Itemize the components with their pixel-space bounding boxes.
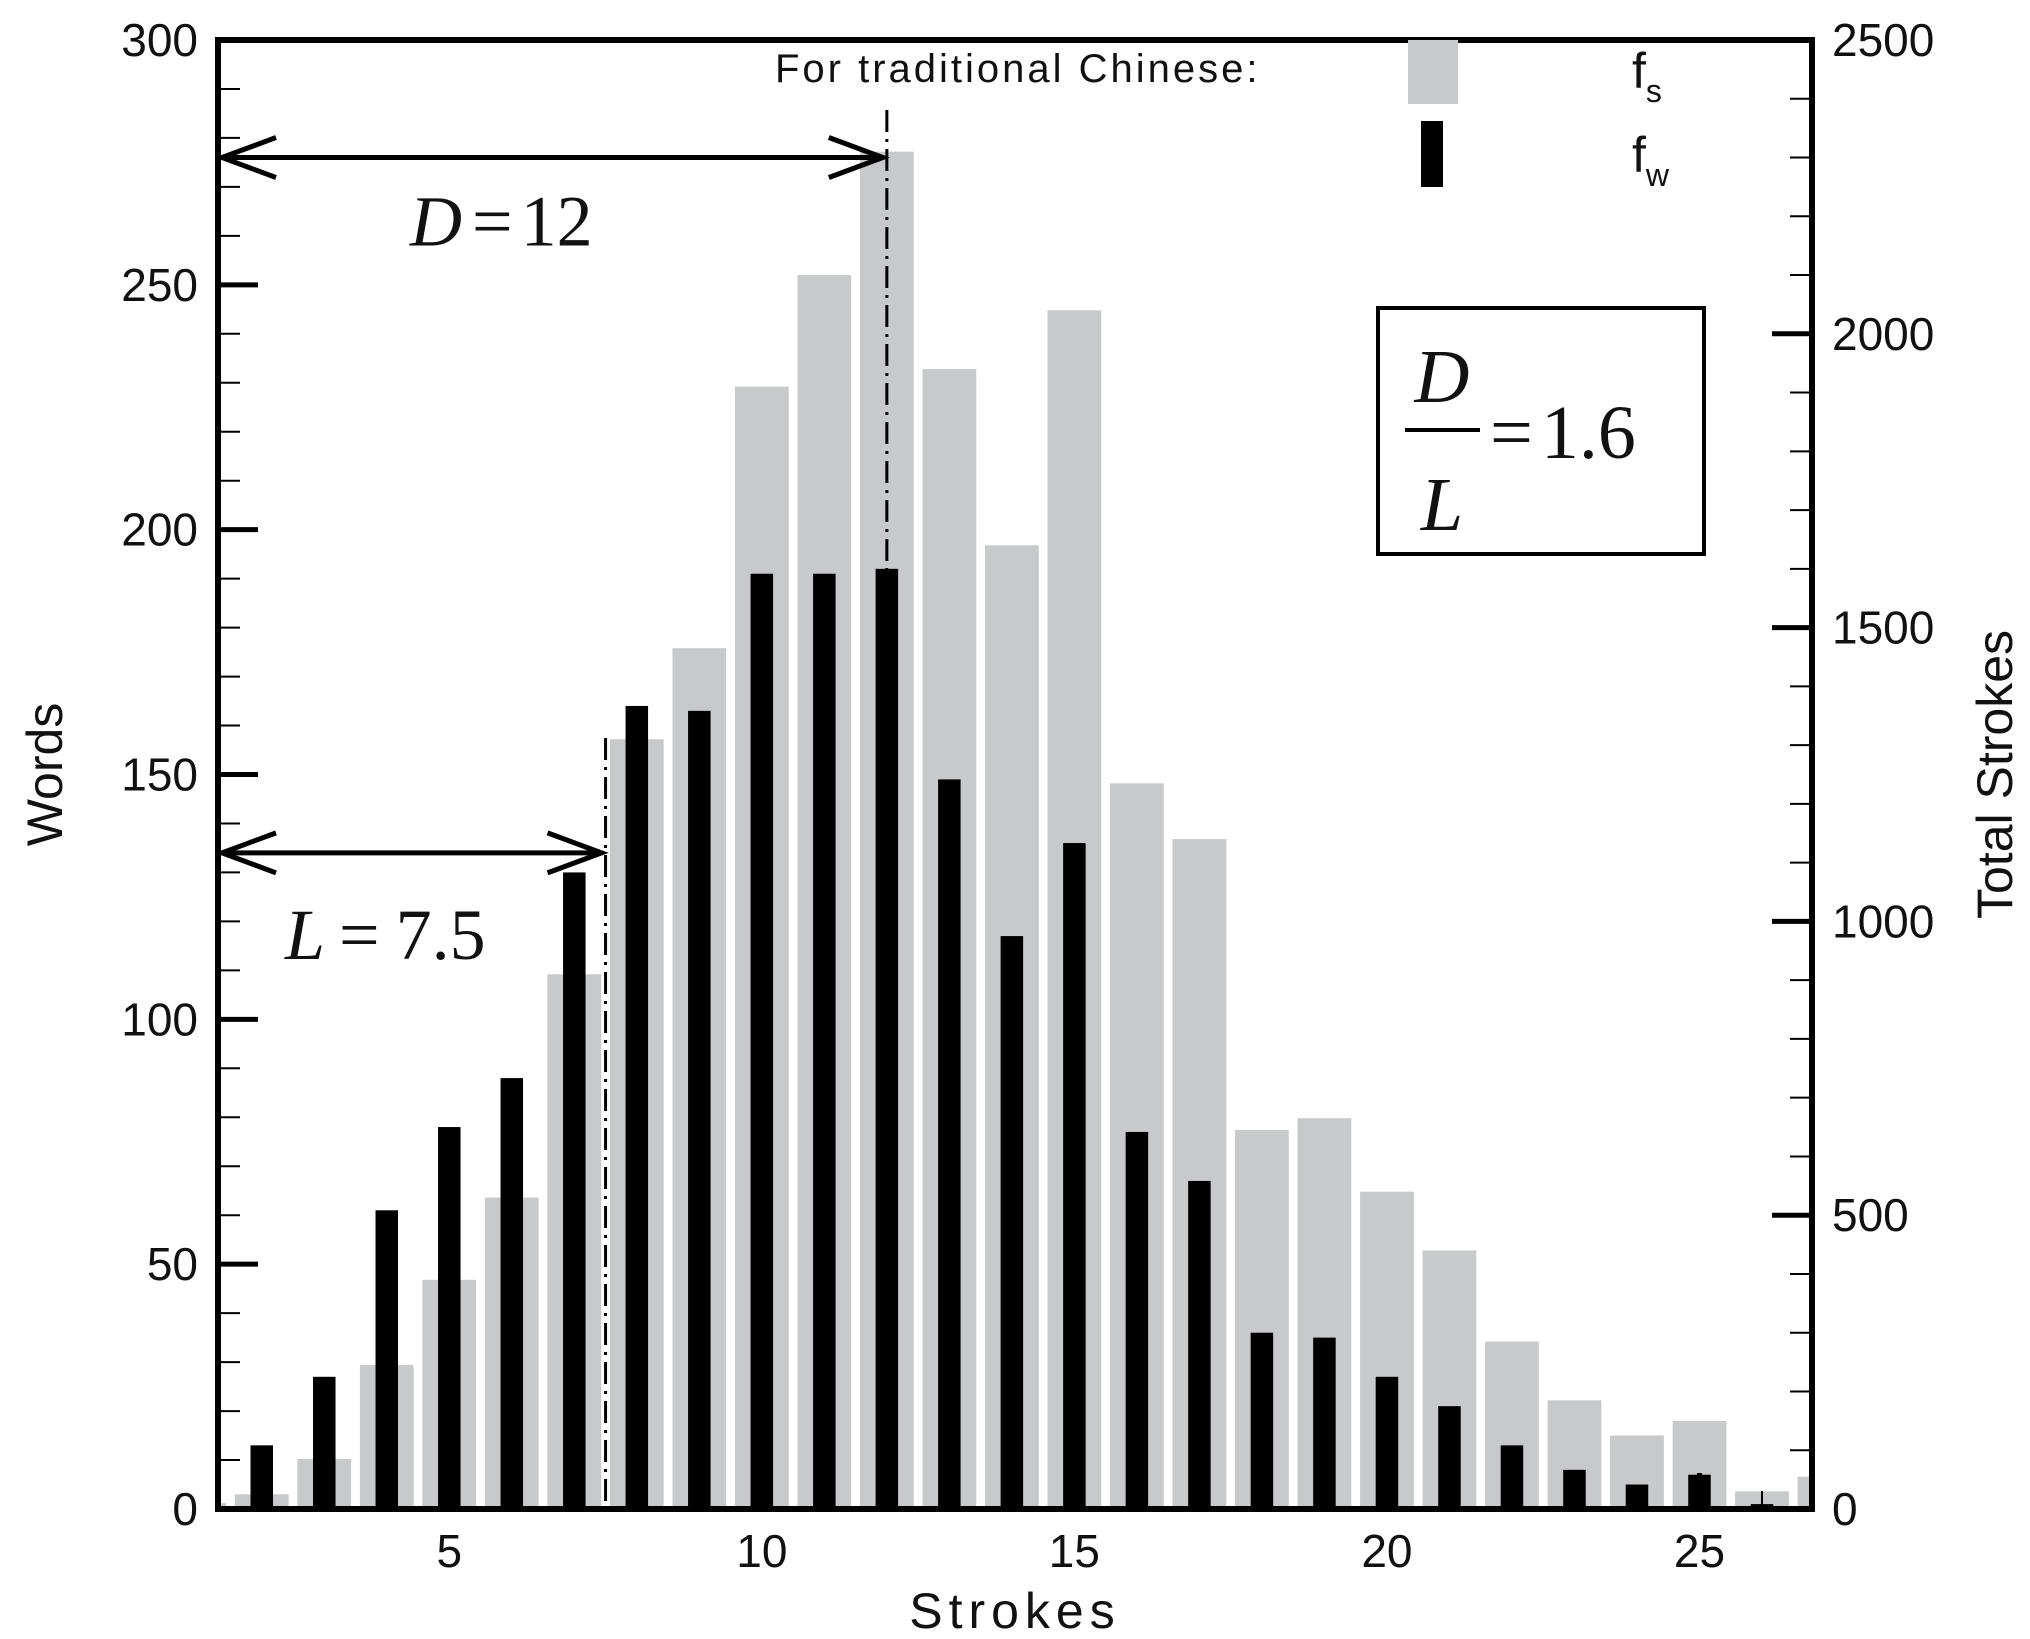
fw-bar xyxy=(250,1445,274,1509)
fw-bar xyxy=(1313,1337,1336,1509)
left-tick-label: 50 xyxy=(147,1238,198,1290)
fw-bar xyxy=(813,573,836,1509)
arrow-head-left xyxy=(214,135,277,180)
arrow-head-right xyxy=(827,135,891,180)
fw-bar xyxy=(938,779,961,1509)
fw-bar xyxy=(1563,1469,1586,1509)
arrow-head-left xyxy=(214,830,277,876)
fw-bar xyxy=(1000,936,1024,1509)
left-tick-label: 250 xyxy=(121,259,198,311)
fw-bar xyxy=(1188,1180,1211,1509)
right-tick-label: 1500 xyxy=(1832,602,1934,654)
right-tick-label: 0 xyxy=(1832,1483,1858,1535)
fw-bar xyxy=(375,1210,399,1509)
fw-bar xyxy=(438,1127,461,1509)
l-arrow xyxy=(214,830,609,876)
fs-bar xyxy=(1797,1476,1812,1509)
fw-bar xyxy=(1438,1406,1461,1509)
ratio-frame xyxy=(1376,306,1706,556)
arrow-head-right xyxy=(546,830,609,876)
fw-bar xyxy=(688,710,711,1509)
bottom-tick-label: 10 xyxy=(736,1525,787,1577)
fw-bar xyxy=(1375,1376,1399,1509)
left-tick-label: 100 xyxy=(121,993,198,1045)
ratio-value: 1.6 xyxy=(1541,391,1636,475)
left-tick-label: 150 xyxy=(121,749,198,801)
left-tick-label: 300 xyxy=(121,14,198,66)
legend-fw-label-sub: w xyxy=(1645,157,1670,193)
left-axis-ticks: 0 50 100 150 200 250 300 xyxy=(121,14,258,1535)
legend-fw-swatch xyxy=(1421,121,1443,187)
fw-bars xyxy=(250,568,1774,1509)
l-label-var: L xyxy=(284,895,325,975)
legend-fw-label: fw xyxy=(1632,127,1670,193)
d-arrow xyxy=(214,135,891,180)
d-label-value: 12 xyxy=(521,182,593,262)
fw-bar xyxy=(1063,843,1086,1509)
left-y-axis-label: Words xyxy=(17,703,73,847)
d-label-eq: = xyxy=(472,182,513,262)
x-axis-label: Strokes xyxy=(909,1583,1121,1639)
l-label: L = 7.5 xyxy=(284,895,486,975)
bottom-tick-label: 25 xyxy=(1674,1525,1725,1577)
right-tick-label: 2000 xyxy=(1832,308,1934,360)
right-tick-label: 2500 xyxy=(1832,14,1934,66)
fw-bar xyxy=(563,872,586,1509)
bottom-tick-label: 20 xyxy=(1361,1525,1412,1577)
fw-bar xyxy=(750,573,774,1509)
fw-bar xyxy=(1500,1445,1524,1509)
ratio-numerator: D xyxy=(1414,335,1470,419)
right-tick-label: 1000 xyxy=(1832,895,1934,947)
right-tick-label: 500 xyxy=(1832,1189,1909,1241)
legend-fs-label-base: f xyxy=(1632,43,1646,99)
fw-bar xyxy=(1125,1131,1149,1509)
d-label: D = 12 xyxy=(409,182,593,262)
ratio-value-text: = 1.6 xyxy=(1490,391,1636,475)
legend-fs-label: fs xyxy=(1632,43,1662,109)
fw-bar xyxy=(1250,1332,1274,1509)
ratio-eq: = xyxy=(1490,391,1533,475)
legend-fs-label-sub: s xyxy=(1646,73,1662,109)
left-tick-label: 200 xyxy=(121,504,198,556)
right-y-axis-label: Total Strokes xyxy=(1967,630,2023,919)
legend-caption: For traditional Chinese: xyxy=(775,47,1261,91)
left-tick-label: 0 xyxy=(172,1483,198,1535)
bottom-tick-label: 5 xyxy=(436,1525,462,1577)
legend: For traditional Chinese: fs fw xyxy=(775,40,1670,193)
d-label-var: D xyxy=(409,182,462,262)
bottom-axis-ticks: 5 10 15 20 25 xyxy=(260,1473,1763,1577)
l-label-eq: = xyxy=(339,895,380,975)
fw-bar xyxy=(625,705,649,1509)
l-label-value: 7.5 xyxy=(396,895,486,975)
legend-fw-label-base: f xyxy=(1632,127,1646,183)
bottom-tick-label: 15 xyxy=(1049,1525,1100,1577)
legend-fs-swatch xyxy=(1408,40,1458,104)
annotations: D = 12 L = 7.5 D L = 1.6 xyxy=(214,110,1706,1504)
fw-bar xyxy=(500,1078,524,1509)
ratio-box: D L = 1.6 xyxy=(1376,306,1706,556)
right-axis-ticks: 0 500 1000 1500 2000 2500 xyxy=(1772,14,1934,1535)
fw-bar xyxy=(313,1376,336,1509)
ratio-denominator: L xyxy=(1420,463,1463,547)
